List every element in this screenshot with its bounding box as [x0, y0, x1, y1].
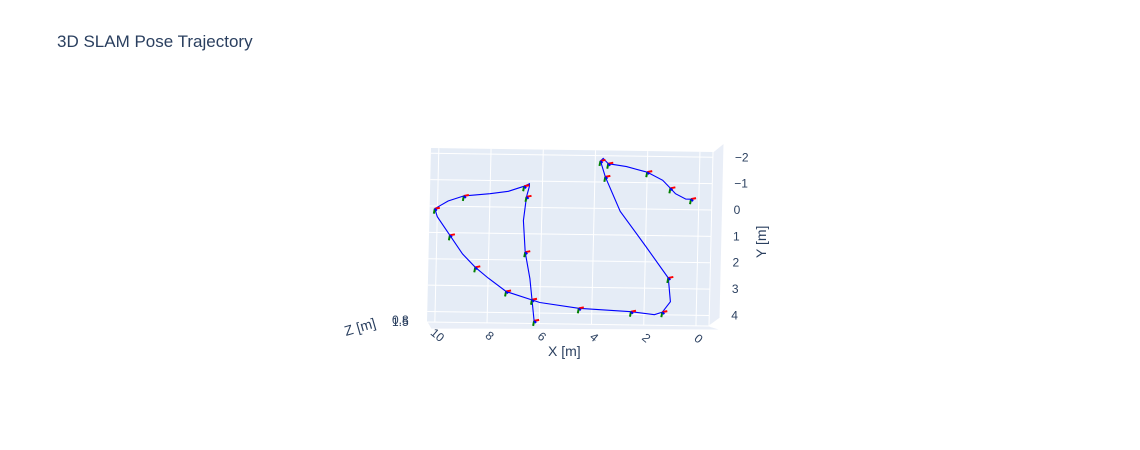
y-grid-line — [428, 258, 711, 264]
x-grid-line — [591, 150, 596, 325]
x-grid-line — [643, 151, 649, 326]
x-grid-line — [538, 149, 544, 324]
y-grid-line — [429, 205, 712, 211]
side-wall-pane — [708, 141, 725, 327]
x-tick-label: 6 — [535, 329, 549, 344]
y-tick-label: 1 — [733, 229, 740, 243]
x-grid-line — [434, 148, 440, 323]
z-axis-title: Z [m] — [342, 315, 377, 339]
pose-z-axis — [690, 198, 694, 202]
z-tick-label: 0.8 — [392, 313, 409, 327]
pose-z-axis — [578, 307, 582, 312]
pose-z-axis — [646, 171, 650, 175]
pose-z-axis — [667, 277, 672, 281]
trajectory-line — [434, 157, 692, 321]
x-tick-label: 8 — [483, 328, 497, 343]
x-axis-title: X [m] — [548, 343, 581, 359]
grid-lines — [427, 148, 713, 326]
trajectory-series — [434, 157, 692, 321]
pose-z-axis — [434, 208, 438, 212]
x-grid-line — [486, 148, 492, 323]
y-tick-label: 2 — [732, 256, 739, 270]
y-tick-label: 3 — [732, 282, 739, 296]
y-tick-label: −1 — [734, 177, 748, 191]
y-tick-label: −2 — [735, 150, 749, 164]
x-tick-label: 4 — [587, 330, 601, 345]
y-grid-line — [430, 152, 713, 158]
y-tick-label: 0 — [734, 203, 741, 217]
pose-z-axis — [604, 176, 609, 180]
pose-z-axis — [474, 266, 478, 271]
pose-z-axis — [505, 290, 509, 295]
x-grid-line — [695, 151, 701, 326]
pose-z-axis — [599, 160, 604, 164]
x-tick-label: 2 — [639, 330, 653, 345]
pose-z-axis — [524, 251, 528, 255]
y-grid-line — [427, 284, 710, 290]
pose-markers — [432, 158, 697, 327]
x-tick-label: 0 — [691, 331, 705, 346]
floor-pane — [426, 321, 723, 331]
pose-z-axis — [525, 196, 530, 200]
pose-z-axis — [607, 162, 611, 167]
y-tick-label: 4 — [731, 308, 738, 322]
chart-title: 3D SLAM Pose Trajectory — [57, 32, 253, 51]
y-tick-labels: −2 −1 0 1 2 3 4 — [731, 150, 749, 322]
y-grid-line — [429, 231, 712, 237]
pose-z-axis — [531, 299, 535, 303]
pose-z-axis — [463, 195, 467, 199]
pose-z-axis — [630, 310, 634, 315]
pose-z-axis — [669, 187, 674, 192]
y-axis-title: Y [m] — [753, 226, 769, 258]
pose-z-axis — [523, 185, 527, 189]
pose-z-axis — [449, 234, 453, 239]
pose-z-axis — [661, 311, 666, 315]
z-tick-labels: 0.81.5 — [392, 313, 409, 329]
pose-z-axis — [533, 320, 537, 324]
floor-pane-shape — [426, 321, 723, 331]
z-tick-label: 1.5 — [392, 315, 409, 329]
